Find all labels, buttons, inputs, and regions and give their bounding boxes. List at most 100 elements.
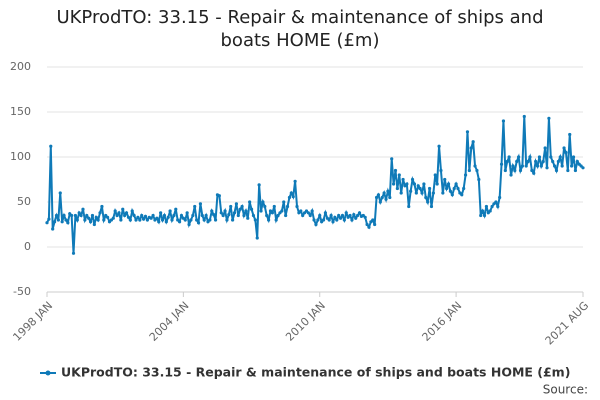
point bbox=[168, 209, 172, 213]
point bbox=[282, 200, 286, 204]
point bbox=[352, 213, 356, 217]
point bbox=[227, 213, 231, 217]
point bbox=[405, 182, 409, 186]
point bbox=[196, 221, 201, 225]
point bbox=[431, 191, 435, 195]
point bbox=[308, 213, 312, 218]
point bbox=[424, 195, 428, 200]
y-tick-label: -50 bbox=[13, 285, 31, 298]
point bbox=[195, 218, 199, 222]
point bbox=[407, 204, 411, 209]
point bbox=[164, 220, 168, 224]
point bbox=[316, 218, 320, 222]
point bbox=[380, 195, 384, 200]
point bbox=[81, 207, 85, 211]
point bbox=[477, 177, 481, 182]
point bbox=[202, 218, 206, 222]
chart-title: UKProdTO: 33.15 - Repair & maintenance o… bbox=[56, 7, 544, 51]
point bbox=[571, 155, 576, 159]
point bbox=[541, 159, 545, 164]
point bbox=[111, 216, 115, 220]
point bbox=[479, 213, 483, 218]
point bbox=[573, 168, 578, 173]
point bbox=[566, 168, 570, 173]
y-tick-label: 0 bbox=[24, 240, 31, 253]
point bbox=[340, 213, 345, 218]
point bbox=[160, 218, 165, 222]
point bbox=[335, 218, 339, 222]
point bbox=[426, 200, 430, 204]
y-tick-label: 150 bbox=[10, 105, 31, 118]
x-tick-label: 2004 JAN bbox=[147, 299, 192, 344]
point bbox=[488, 209, 492, 213]
point bbox=[505, 159, 509, 164]
point bbox=[393, 168, 398, 173]
point bbox=[376, 193, 381, 197]
point bbox=[242, 213, 246, 218]
point bbox=[126, 215, 131, 219]
point bbox=[52, 220, 57, 224]
point bbox=[532, 171, 536, 175]
point bbox=[157, 220, 161, 224]
point bbox=[248, 200, 252, 204]
point bbox=[373, 222, 377, 227]
point bbox=[276, 213, 280, 218]
point bbox=[266, 218, 271, 222]
point bbox=[58, 191, 62, 195]
point bbox=[562, 146, 566, 150]
point bbox=[473, 164, 477, 168]
point bbox=[106, 215, 110, 219]
point bbox=[384, 197, 388, 201]
point bbox=[83, 218, 87, 222]
point bbox=[537, 155, 542, 159]
point bbox=[200, 213, 204, 218]
point bbox=[543, 146, 547, 150]
point bbox=[66, 221, 70, 225]
point bbox=[374, 195, 379, 200]
point bbox=[79, 213, 83, 218]
point bbox=[333, 215, 337, 219]
point bbox=[149, 216, 153, 220]
point bbox=[388, 195, 392, 200]
point bbox=[401, 177, 405, 182]
point bbox=[140, 213, 144, 218]
point bbox=[560, 164, 564, 168]
y-tick-label: 50 bbox=[17, 195, 31, 208]
x-tick-label: 2016 JAN bbox=[420, 299, 465, 344]
point bbox=[295, 204, 299, 209]
point bbox=[321, 218, 326, 222]
point bbox=[240, 204, 244, 209]
point bbox=[85, 213, 89, 218]
point bbox=[418, 186, 422, 191]
point bbox=[509, 173, 513, 177]
point bbox=[439, 168, 443, 173]
point bbox=[422, 182, 426, 186]
point bbox=[312, 218, 316, 222]
point bbox=[77, 211, 81, 215]
point bbox=[145, 218, 149, 222]
point bbox=[246, 216, 250, 220]
point bbox=[130, 209, 134, 213]
point bbox=[136, 215, 140, 219]
point bbox=[94, 215, 98, 219]
source: Source: bbox=[543, 383, 588, 397]
point bbox=[503, 168, 507, 173]
point bbox=[522, 114, 526, 119]
point bbox=[441, 191, 445, 195]
point bbox=[272, 204, 276, 209]
point bbox=[409, 189, 413, 193]
point bbox=[496, 204, 500, 209]
x-tick-label: 1998 JAN bbox=[10, 299, 55, 344]
point bbox=[448, 189, 453, 193]
point bbox=[293, 179, 297, 183]
point bbox=[471, 140, 475, 144]
point bbox=[435, 182, 439, 186]
point bbox=[179, 213, 184, 218]
point bbox=[450, 193, 454, 197]
point bbox=[554, 168, 559, 173]
point bbox=[187, 222, 191, 227]
point bbox=[162, 213, 167, 218]
point bbox=[291, 195, 295, 199]
point bbox=[414, 191, 418, 195]
point bbox=[363, 215, 367, 219]
